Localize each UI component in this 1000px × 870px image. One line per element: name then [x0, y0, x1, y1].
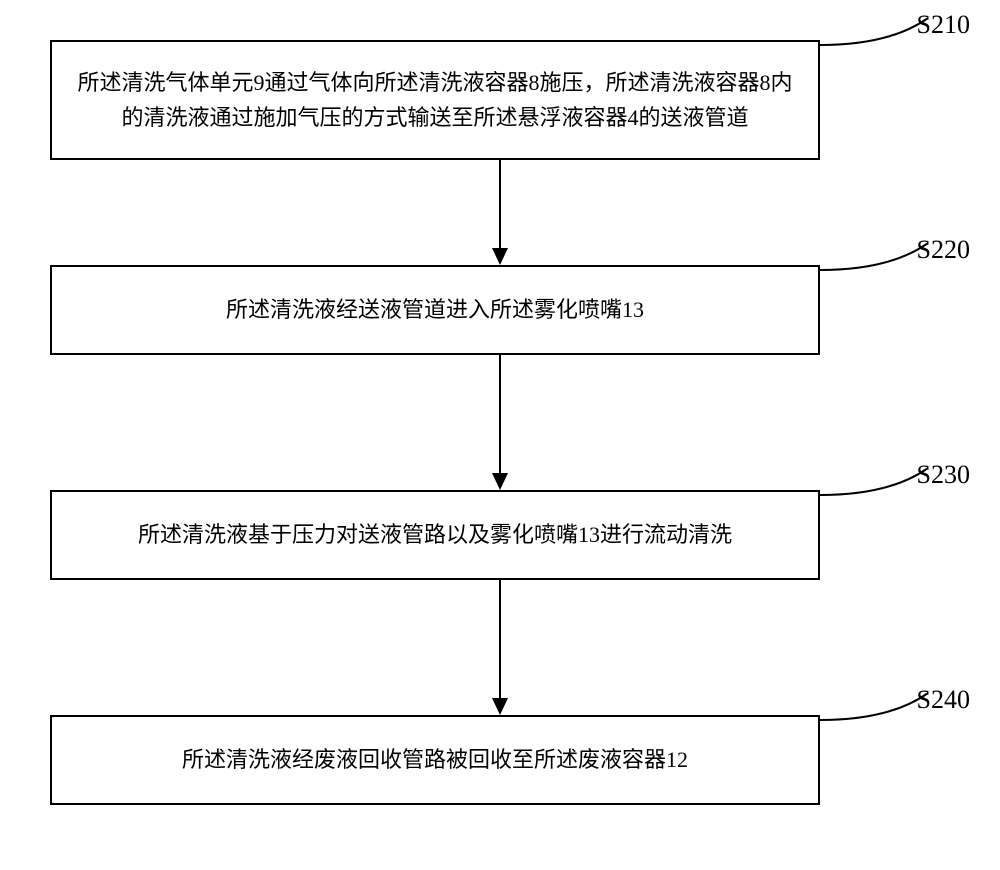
- step-text-s230: 所述清洗液基于压力对送液管路以及雾化喷嘴13进行流动清洗: [138, 517, 732, 552]
- step-text-content-s210: 所述清洗气体单元9通过气体向所述清洗液容器8施压，所述清洗液容器8内的清洗液通过…: [77, 70, 792, 130]
- arrow-2: [485, 355, 515, 490]
- connector-curve-s220: [820, 243, 950, 303]
- connector-curve-s230: [820, 468, 950, 528]
- connector-curve-s240: [820, 693, 950, 753]
- arrow-3: [485, 580, 515, 715]
- step-text-s210: 所述清洗气体单元9通过气体向所述清洗液容器8施压，所述清洗液容器8内的清洗液通过…: [72, 65, 798, 135]
- step-box-s220: 所述清洗液经送液管道进入所述雾化喷嘴13: [50, 265, 820, 355]
- connector-curve-s210: [820, 18, 950, 78]
- step-box-s210: 所述清洗气体单元9通过气体向所述清洗液容器8施压，所述清洗液容器8内的清洗液通过…: [50, 40, 820, 160]
- step-text-s240: 所述清洗液经废液回收管路被回收至所述废液容器12: [182, 742, 688, 777]
- step-box-s240: 所述清洗液经废液回收管路被回收至所述废液容器12: [50, 715, 820, 805]
- arrow-1: [485, 160, 515, 265]
- step-text-s220: 所述清洗液经送液管道进入所述雾化喷嘴13: [226, 292, 644, 327]
- step-box-s230: 所述清洗液基于压力对送液管路以及雾化喷嘴13进行流动清洗: [50, 490, 820, 580]
- flowchart-container: 所述清洗气体单元9通过气体向所述清洗液容器8施压，所述清洗液容器8内的清洗液通过…: [0, 0, 1000, 870]
